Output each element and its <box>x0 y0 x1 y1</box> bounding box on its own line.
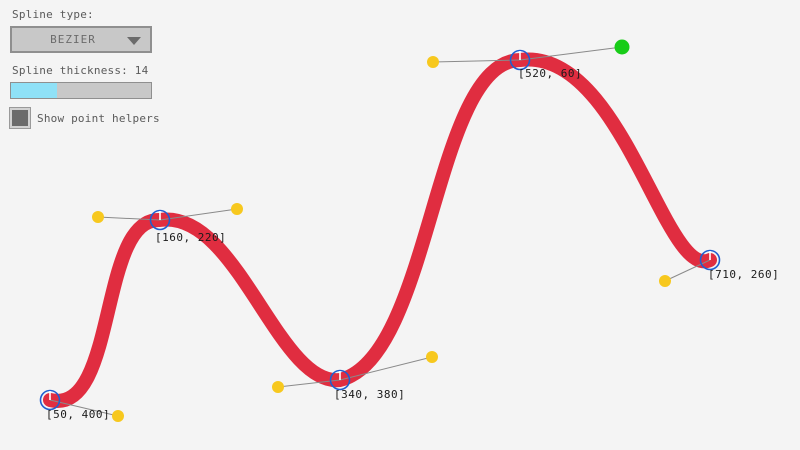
point-coordinate-label: [160, 220] <box>155 231 227 244</box>
spline-thickness-slider-fill <box>11 83 58 98</box>
control-handle[interactable] <box>272 381 284 393</box>
control-handle[interactable] <box>426 351 438 363</box>
anchor-point[interactable] <box>39 389 61 411</box>
spline-thickness-label: Spline thickness: 14 <box>12 64 149 77</box>
point-coordinate-label: [340, 380] <box>334 388 406 401</box>
handle-line <box>49 399 119 417</box>
point-coordinate-label: [710, 260] <box>708 268 780 281</box>
spline-type-label: Spline type: <box>12 8 94 21</box>
spline-type-value: BEZIER <box>50 33 96 46</box>
handle-line <box>519 46 623 61</box>
show-point-helpers-label: Show point helpers <box>37 111 160 125</box>
control-handle[interactable] <box>92 211 104 223</box>
control-handle[interactable] <box>427 56 439 68</box>
point-coordinate-label: [520, 60] <box>518 67 583 80</box>
handle-line <box>277 379 341 388</box>
show-point-helpers-checkbox[interactable] <box>9 107 31 129</box>
anchor-point[interactable] <box>699 249 721 271</box>
control-handle-selected[interactable] <box>614 39 630 55</box>
spline-thickness-slider[interactable] <box>10 82 152 99</box>
anchor-point[interactable] <box>149 209 171 231</box>
spacer <box>10 99 190 108</box>
control-handle[interactable] <box>659 275 671 287</box>
chevron-down-icon <box>127 36 141 45</box>
handle-line <box>97 216 161 221</box>
handle-line <box>339 356 433 381</box>
handle-line <box>159 208 238 221</box>
show-point-helpers-row[interactable]: Show point helpers <box>9 107 190 129</box>
spline-type-dropdown[interactable]: BEZIER <box>10 26 152 53</box>
anchor-point[interactable] <box>329 369 351 391</box>
point-coordinate-label: [50, 400] <box>46 408 111 421</box>
anchor-point[interactable] <box>509 49 531 71</box>
point-helpers-group <box>39 39 721 422</box>
spline-path[interactable] <box>43 52 717 408</box>
control-handle[interactable] <box>112 410 124 422</box>
handle-line <box>664 259 711 282</box>
spacer <box>10 53 190 64</box>
control-handle[interactable] <box>231 203 243 215</box>
control-panel: Spline type: BEZIER Spline thickness: 14… <box>9 8 190 129</box>
spline-curve-group <box>43 52 717 408</box>
handle-line <box>432 59 521 63</box>
